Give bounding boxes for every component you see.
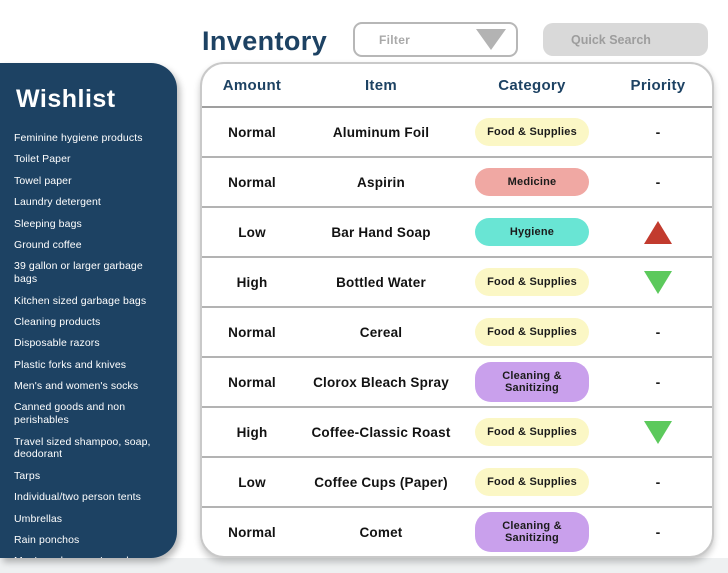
inventory-table-body: Normal Aluminum Foil Food & Supplies - N…: [202, 108, 712, 556]
wishlist-sidebar: Wishlist Feminine hygiene products Toile…: [0, 63, 177, 558]
category-badge: Cleaning & Sanitizing: [475, 362, 589, 402]
wishlist-item: Towel paper: [14, 174, 72, 187]
priority-cell: -: [655, 374, 661, 390]
chevron-down-icon: [476, 29, 506, 50]
inventory-table-header: Amount Item Category Priority: [202, 64, 712, 108]
amount-cell: Normal: [228, 374, 276, 390]
filter-dropdown[interactable]: Filter: [353, 22, 518, 57]
column-header-category[interactable]: Category: [498, 76, 566, 94]
amount-cell: Normal: [228, 524, 276, 540]
category-badge: Food & Supplies: [475, 468, 589, 496]
amount-cell: Normal: [228, 174, 276, 190]
table-row[interactable]: Low Bar Hand Soap Hygiene: [202, 208, 712, 258]
column-header-item[interactable]: Item: [364, 76, 398, 94]
wishlist-item: Travel sized shampoo, soap, deodorant: [14, 435, 151, 461]
priority-cell: -: [655, 474, 661, 490]
priority-cell: -: [655, 124, 661, 140]
amount-cell: Normal: [228, 324, 276, 340]
wishlist-item: 39 gallon or larger garbage bags: [14, 260, 143, 286]
table-row[interactable]: Normal Aluminum Foil Food & Supplies -: [202, 108, 712, 158]
category-badge: Food & Supplies: [475, 318, 589, 346]
amount-cell: Low: [238, 224, 266, 240]
amount-cell: Normal: [228, 124, 276, 140]
item-cell: Cereal: [359, 324, 403, 340]
item-cell: Aspirin: [357, 174, 405, 190]
item-cell: Coffee-Classic Roast: [311, 424, 451, 440]
wishlist-item: Toilet Paper: [14, 153, 71, 166]
wishlist-item: Men's and women's socks: [14, 380, 139, 393]
item-cell: Aluminum Foil: [332, 124, 430, 140]
priority-cell: [604, 420, 712, 444]
priority-cell: [604, 220, 712, 244]
item-cell: Coffee Cups (Paper): [314, 474, 448, 490]
wishlist-item: Feminine hygiene products: [14, 132, 143, 144]
priority-up-icon: [644, 220, 672, 244]
wishlist-item: Disposable razors: [14, 337, 100, 350]
table-row[interactable]: Normal Clorox Bleach Spray Cleaning & Sa…: [202, 358, 712, 408]
priority-cell: [604, 270, 712, 294]
category-badge: Food & Supplies: [475, 118, 589, 146]
priority-cell: -: [655, 174, 661, 190]
table-row[interactable]: High Bottled Water Food & Supplies: [202, 258, 712, 308]
quick-search-input[interactable]: [543, 23, 708, 56]
wishlist-item: Sleeping bags: [14, 217, 82, 230]
priority-down-icon: [644, 420, 672, 444]
amount-cell: High: [236, 274, 268, 290]
column-header-priority[interactable]: Priority: [630, 76, 686, 94]
amount-cell: Low: [238, 474, 266, 490]
wishlist-item: Individual/two person tents: [14, 491, 142, 504]
wishlist-list: Feminine hygiene products Toilet Paper T…: [14, 132, 164, 558]
priority-cell: -: [655, 524, 661, 540]
category-badge: Food & Supplies: [475, 418, 589, 446]
wishlist-item: Ground coffee: [14, 238, 82, 251]
priority-down-icon: [644, 270, 672, 294]
wishlist-item: Canned goods and non perishables: [14, 401, 126, 427]
item-cell: Clorox Bleach Spray: [313, 374, 449, 390]
item-cell: Comet: [359, 524, 403, 540]
wishlist-item: Plastic forks and knives: [14, 358, 127, 371]
table-row[interactable]: High Coffee-Classic Roast Food & Supplie…: [202, 408, 712, 458]
filter-dropdown-label: Filter: [379, 32, 411, 47]
category-badge: Cleaning & Sanitizing: [475, 512, 589, 552]
wishlist-title: Wishlist: [16, 85, 116, 113]
wishlist-item: Kitchen sized garbage bags: [14, 294, 147, 307]
category-badge: Medicine: [475, 168, 589, 196]
item-cell: Bar Hand Soap: [331, 224, 431, 240]
amount-cell: High: [236, 424, 268, 440]
wishlist-item: Umbrellas: [14, 512, 63, 525]
column-header-amount[interactable]: Amount: [222, 76, 282, 94]
table-row[interactable]: Normal Cereal Food & Supplies -: [202, 308, 712, 358]
wishlist-item: Rain ponchos: [14, 534, 80, 547]
wishlist-item: Tarps: [14, 469, 41, 482]
priority-cell: -: [655, 324, 661, 340]
item-cell: Bottled Water: [336, 274, 426, 290]
table-row[interactable]: Low Coffee Cups (Paper) Food & Supplies …: [202, 458, 712, 508]
wishlist-item: Cleaning products: [14, 315, 101, 328]
app-background: Inventory Filter Wishlist Feminine hygie…: [0, 0, 728, 558]
page-title: Inventory: [202, 26, 328, 56]
category-badge: Hygiene: [475, 218, 589, 246]
category-badge: Food & Supplies: [475, 268, 589, 296]
table-row[interactable]: Normal Comet Cleaning & Sanitizing -: [202, 508, 712, 556]
wishlist-item: Laundry detergent: [14, 196, 101, 209]
table-row[interactable]: Normal Aspirin Medicine -: [202, 158, 712, 208]
inventory-table: Amount Item Category Priority Normal Alu…: [200, 62, 714, 558]
wishlist-item: Men's and women's underwear: [14, 555, 164, 558]
